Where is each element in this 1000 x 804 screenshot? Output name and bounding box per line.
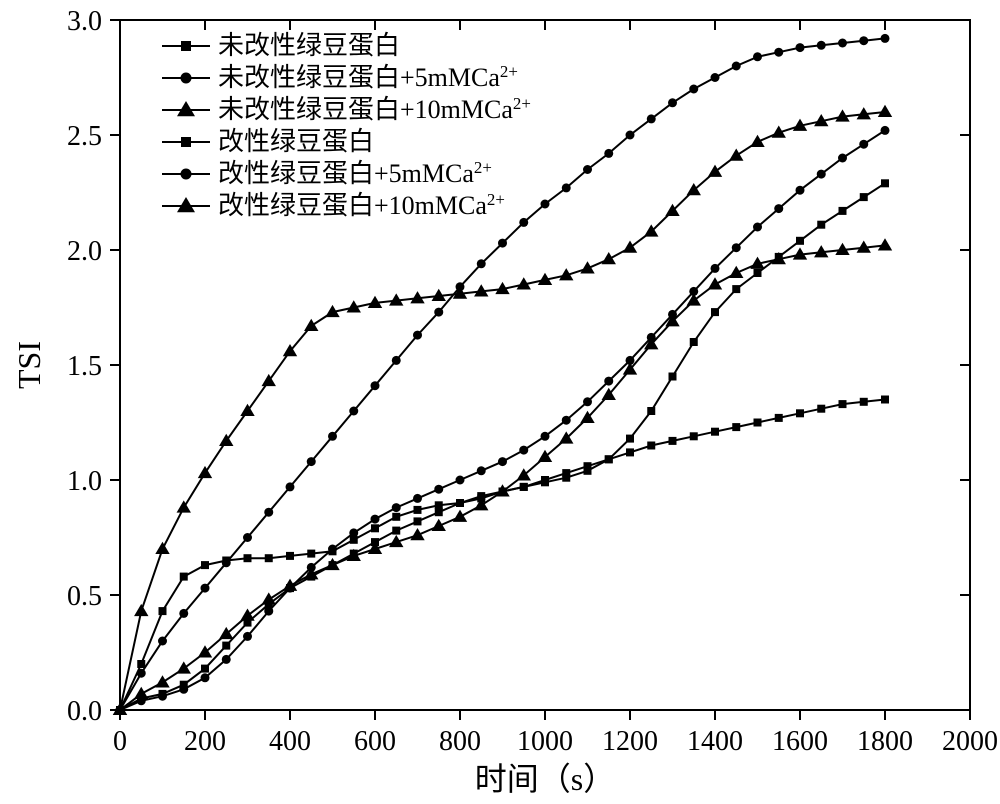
svg-text:800: 800 (439, 726, 481, 757)
svg-text:1200: 1200 (602, 726, 658, 757)
legend-label-1: 未改性绿豆蛋白+5mMCa2+ (218, 62, 518, 93)
x-axis-label: 时间（s） (475, 761, 615, 797)
legend-label-3: 改性绿豆蛋白 (218, 127, 374, 156)
svg-text:0.5: 0.5 (67, 581, 102, 612)
y-axis-label: TSI (11, 341, 47, 389)
svg-text:400: 400 (269, 726, 311, 757)
legend-label-2: 未改性绿豆蛋白+10mMCa2+ (218, 94, 531, 125)
svg-text:1.0: 1.0 (67, 466, 102, 497)
legend-label-0: 未改性绿豆蛋白 (218, 31, 400, 60)
svg-text:3.0: 3.0 (67, 6, 102, 37)
svg-text:1600: 1600 (772, 726, 828, 757)
svg-text:600: 600 (354, 726, 396, 757)
svg-text:2.0: 2.0 (67, 236, 102, 267)
svg-text:2000: 2000 (942, 726, 998, 757)
svg-text:1400: 1400 (687, 726, 743, 757)
tsi-time-chart: 0 200 400 600 800 1000 1200 1400 1600 1800 2000 0.0… (0, 0, 1000, 804)
svg-text:200: 200 (184, 726, 226, 757)
svg-text:1000: 1000 (517, 726, 573, 757)
legend: 未改性绿豆蛋白未改性绿豆蛋白+5mMCa2+未改性绿豆蛋白+10mMCa2+改性… (162, 31, 531, 220)
svg-text:0.0: 0.0 (67, 696, 102, 727)
svg-text:1.5: 1.5 (67, 351, 102, 382)
svg-text:0: 0 (113, 726, 127, 757)
legend-label-5: 改性绿豆蛋白+10mMCa2+ (218, 190, 505, 221)
svg-text:1800: 1800 (857, 726, 913, 757)
legend-label-4: 改性绿豆蛋白+5mMCa2+ (218, 158, 492, 189)
svg-text:2.5: 2.5 (67, 121, 102, 152)
